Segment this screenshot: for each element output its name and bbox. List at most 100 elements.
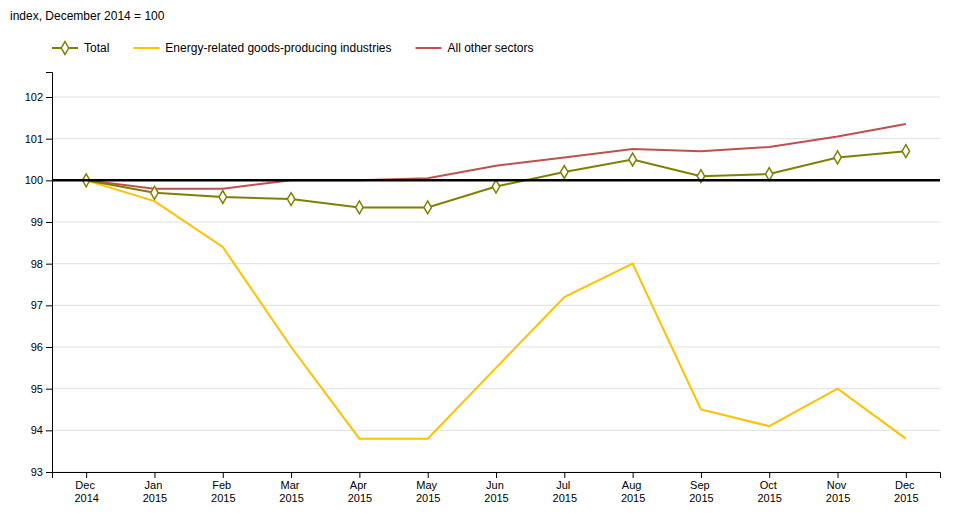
marker	[834, 151, 841, 164]
x-tick-label: Feb 2015	[211, 479, 235, 504]
x-tick-mark	[86, 472, 87, 478]
x-tick-mark	[769, 472, 770, 478]
marker	[287, 193, 294, 206]
x-tick-label: Dec 2015	[894, 479, 918, 504]
y-tick: 94	[31, 424, 52, 436]
y-tick-mark	[46, 305, 52, 306]
grid-line	[52, 180, 940, 181]
x-tick: Apr 2015	[348, 472, 372, 504]
x-tick: Jun 2015	[484, 472, 508, 504]
x-tick-label-part: Nov	[827, 479, 850, 491]
x-tick-label: Jul 2015	[553, 479, 577, 504]
x-tick-label-part: 2015	[211, 492, 235, 504]
y-tick-label: 96	[31, 341, 43, 353]
legend-label: Total	[84, 41, 109, 55]
y-tick: 100	[25, 174, 52, 186]
x-tick: Feb 2015	[211, 472, 235, 504]
x-tick-label-part: Aug	[622, 479, 645, 491]
y-tick-mark	[46, 264, 52, 265]
marker	[356, 201, 363, 214]
y-tick-mark	[46, 222, 52, 223]
legend-swatch	[416, 47, 442, 49]
series	[86, 180, 906, 438]
grid-line	[52, 430, 940, 431]
x-tick-label-part: 2015	[484, 492, 508, 504]
y-axis-line	[46, 73, 53, 473]
y-tick-label: 101	[25, 133, 43, 145]
x-tick: Jan 2015	[143, 472, 167, 504]
marker	[219, 191, 226, 204]
plot-area	[52, 124, 940, 439]
grid-line	[52, 347, 940, 348]
legend-label: Energy-related goods-producing industrie…	[165, 41, 391, 55]
legend-item: Total	[52, 41, 109, 55]
x-tick-label-part: 2015	[894, 492, 918, 504]
x-tick: Mar 2015	[279, 472, 303, 504]
y-tick-label: 95	[31, 383, 43, 395]
x-tick-mark	[701, 472, 702, 478]
x-tick-label-part: 2015	[416, 492, 440, 504]
y-tick-label: 94	[31, 424, 43, 436]
x-tick-label-part: 2015	[757, 492, 781, 504]
x-tick-label-part: Dec	[895, 479, 918, 491]
y-tick-label: 99	[31, 216, 43, 228]
y-axis-label: index, December 2014 = 100	[10, 9, 165, 23]
marker	[561, 166, 568, 179]
y-tick: 98	[31, 258, 52, 270]
x-tick-label-part: May	[416, 479, 440, 491]
marker	[424, 201, 431, 214]
x-tick-mark	[633, 472, 634, 478]
x-tick-label-part: 2015	[279, 492, 303, 504]
x-tick: May 2015	[416, 472, 440, 504]
x-tick-label-part: Apr	[350, 479, 370, 491]
y-tick-label: 93	[31, 466, 43, 478]
grid-line	[52, 388, 940, 389]
x-tick-label-part: 2015	[553, 492, 577, 504]
y-tick: 97	[31, 299, 52, 311]
legend-marker	[61, 42, 68, 55]
reference-line	[52, 179, 940, 182]
x-tick-mark	[154, 472, 155, 478]
x-tick-label-part: Sep	[690, 479, 713, 491]
x-tick-label-part: 2015	[621, 492, 645, 504]
y-tick-mark	[46, 139, 52, 140]
x-tick-mark	[564, 472, 565, 478]
y-axis: 93 94 95 96 97 98 99 100 101 102	[25, 73, 53, 479]
marker	[629, 153, 636, 166]
x-tick-label-part: Oct	[760, 479, 780, 491]
x-tick-label-part: 2015	[143, 492, 167, 504]
legend: Total Energy-related goods-producing indu…	[52, 41, 534, 55]
x-tick-mark	[496, 472, 497, 478]
y-tick-label: 97	[31, 299, 43, 311]
x-tick: Dec 2014	[74, 472, 98, 504]
legend-item: All other sectors	[416, 41, 534, 55]
x-tick-mark	[906, 472, 907, 478]
marker	[766, 168, 773, 181]
x-axis-line	[53, 473, 941, 479]
marker	[492, 180, 499, 193]
x-tick: Jul 2015	[553, 472, 577, 504]
x-tick-label-part: Jul	[556, 479, 573, 491]
x-tick-mark	[838, 472, 839, 478]
x-tick-mark	[291, 472, 292, 478]
y-tick-mark	[46, 97, 52, 98]
x-tick-label-part: Jun	[486, 479, 507, 491]
y-tick: 101	[25, 133, 52, 145]
y-tick: 102	[25, 91, 52, 103]
x-tick-label: Dec 2014	[74, 479, 98, 504]
x-tick: Nov 2015	[826, 472, 850, 504]
y-tick: 96	[31, 341, 52, 353]
x-tick-label-part: 2015	[826, 492, 850, 504]
x-tick: Dec 2015	[894, 472, 918, 504]
x-tick-mark	[223, 472, 224, 478]
y-tick: 99	[31, 216, 52, 228]
y-tick-mark	[46, 472, 52, 473]
x-axis: Dec 2014Jan 2015Feb 2015Mar 2015Apr 2015…	[53, 472, 941, 504]
x-tick-label-part: 2015	[348, 492, 372, 504]
x-tick-label: Apr 2015	[348, 479, 372, 504]
x-tick-label: Mar 2015	[279, 479, 303, 504]
x-tick-label-part: Jan	[145, 479, 166, 491]
x-tick-label-part: Dec	[75, 479, 98, 491]
x-tick-label: Jan 2015	[143, 479, 167, 504]
legend-label: All other sectors	[448, 41, 534, 55]
